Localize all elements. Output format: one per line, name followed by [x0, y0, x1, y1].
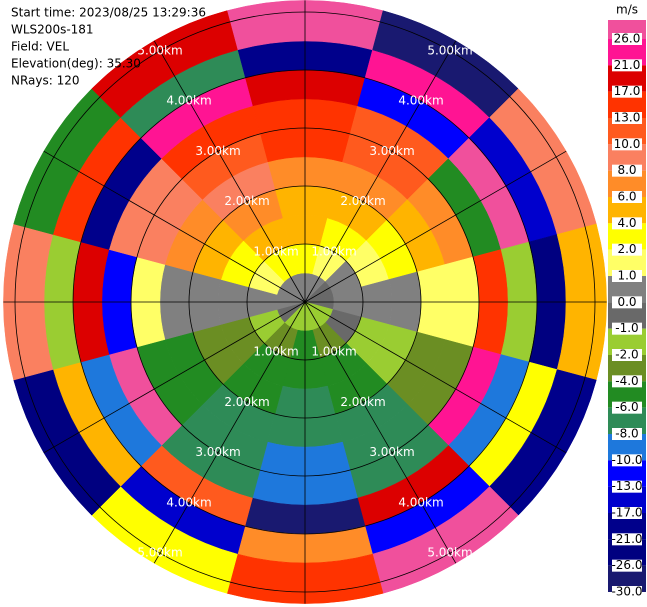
- colorbar-label-box: [612, 296, 642, 309]
- colorbar-label-box: [612, 454, 642, 467]
- colorbar-label-box: [612, 85, 642, 98]
- colorbar-tick-label: -13.0: [611, 479, 642, 493]
- colorbar-tick-label: -26.0: [611, 558, 642, 572]
- azimuth-spoke: [304, 301, 567, 454]
- range-ring: [130, 127, 480, 477]
- colorbar-tick-label: 2.0: [617, 242, 636, 256]
- range-ring-label: 4.00km: [166, 495, 211, 509]
- azimuth-spoke: [153, 301, 306, 564]
- range-ring-label: 5.00km: [137, 546, 182, 560]
- colorbar-label-box: [612, 559, 642, 572]
- colorbar-label-box: [612, 322, 642, 335]
- range-ring-label: 3.00km: [195, 445, 240, 459]
- colorbar-label-box: [612, 507, 642, 519]
- colorbar-tick-label: 21.0: [614, 58, 641, 72]
- range-ring-label: 2.00km: [340, 194, 385, 208]
- colorbar-tick-label: -8.0: [615, 427, 638, 441]
- info-line: Elevation(deg): 35.30: [11, 57, 141, 71]
- range-ring-label: 3.00km: [369, 144, 414, 158]
- azimuth-spoke: [43, 150, 306, 303]
- range-ring-label: 4.00km: [166, 94, 211, 108]
- colorbar-label-box: [612, 533, 642, 546]
- colorbar-tick-label: -30.0: [611, 585, 642, 599]
- azimuth-spoke: [304, 40, 457, 303]
- colorbar-tick-label: -1.0: [615, 321, 638, 335]
- colorbar-label-box: [612, 217, 642, 230]
- range-ring-label: 4.00km: [398, 94, 443, 108]
- colorbar-label-box: [612, 480, 642, 493]
- range-ring-label: 4.00km: [398, 495, 443, 509]
- colorbar-tick-label: 0.0: [617, 295, 636, 309]
- azimuth-spoke: [304, 301, 457, 564]
- colorbar-label-box: [612, 191, 642, 203]
- colorbar-label-box: [612, 586, 642, 598]
- range-ring: [188, 185, 422, 419]
- range-ring: [246, 243, 364, 361]
- colorbar-label-box: [612, 401, 642, 414]
- colorbar-label-box: [612, 270, 642, 282]
- colorbar-title: m/s: [616, 3, 638, 17]
- info-line: WLS200s-181: [11, 23, 94, 37]
- colorbar-label-box: [612, 349, 642, 361]
- colorbar-label-box: [612, 112, 642, 124]
- info-line: NRays: 120: [11, 74, 80, 88]
- colorbar-tick-label: 8.0: [617, 163, 636, 177]
- range-ring-label: 3.00km: [369, 445, 414, 459]
- colorbar-label-box: [612, 33, 642, 45]
- range-ring-label: 2.00km: [224, 194, 269, 208]
- range-ring-label: 5.00km: [427, 43, 472, 57]
- range-ring-label: 1.00km: [311, 345, 356, 359]
- colorbar-tick-label: 17.0: [614, 84, 641, 98]
- azimuth-spoke: [304, 150, 567, 303]
- info-line: Field: VEL: [11, 40, 69, 54]
- colorbar-tick-label: 26.0: [614, 32, 641, 46]
- range-ring-label: 2.00km: [224, 395, 269, 409]
- colorbar-tick-label: -17.0: [611, 506, 642, 520]
- info-line: Start time: 2023/08/25 13:29:36: [11, 6, 206, 20]
- colorbar-label-box: [612, 428, 642, 440]
- range-ring-label: 5.00km: [137, 43, 182, 57]
- range-ring-label: 2.00km: [340, 395, 385, 409]
- colorbar-tick-label: 10.0: [614, 137, 641, 151]
- colorbar-label-box: [612, 138, 642, 151]
- colorbar-tick-label: -4.0: [615, 374, 638, 388]
- range-ring-label: 3.00km: [195, 144, 240, 158]
- colorbar-tick-label: 6.0: [617, 190, 636, 204]
- colorbar-tick-label: 4.0: [617, 216, 636, 230]
- colorbar-tick-label: -2.0: [615, 348, 638, 362]
- velocity-cell: [91, 10, 238, 118]
- range-ring-label: 5.00km: [427, 546, 472, 560]
- range-ring-label: 1.00km: [253, 345, 298, 359]
- colorbar-tick-label: -10.0: [611, 453, 642, 467]
- colorbar-label-box: [612, 164, 642, 177]
- colorbar-tick-label: 1.0: [617, 269, 636, 283]
- range-ring: [14, 11, 596, 593]
- range-ring-label: 1.00km: [311, 244, 356, 258]
- colorbar-tick-label: 13.0: [614, 111, 641, 125]
- colorbar-label-box: [612, 375, 642, 388]
- azimuth-spoke: [153, 40, 306, 303]
- colorbar-label-box: [612, 59, 642, 72]
- colorbar-tick-label: -21.0: [611, 532, 642, 546]
- azimuth-spoke: [43, 301, 306, 454]
- colorbar-tick-label: -6.0: [615, 400, 638, 414]
- range-ring: [72, 69, 538, 535]
- colorbar-label-box: [612, 243, 642, 256]
- range-ring-label: 1.00km: [253, 244, 298, 258]
